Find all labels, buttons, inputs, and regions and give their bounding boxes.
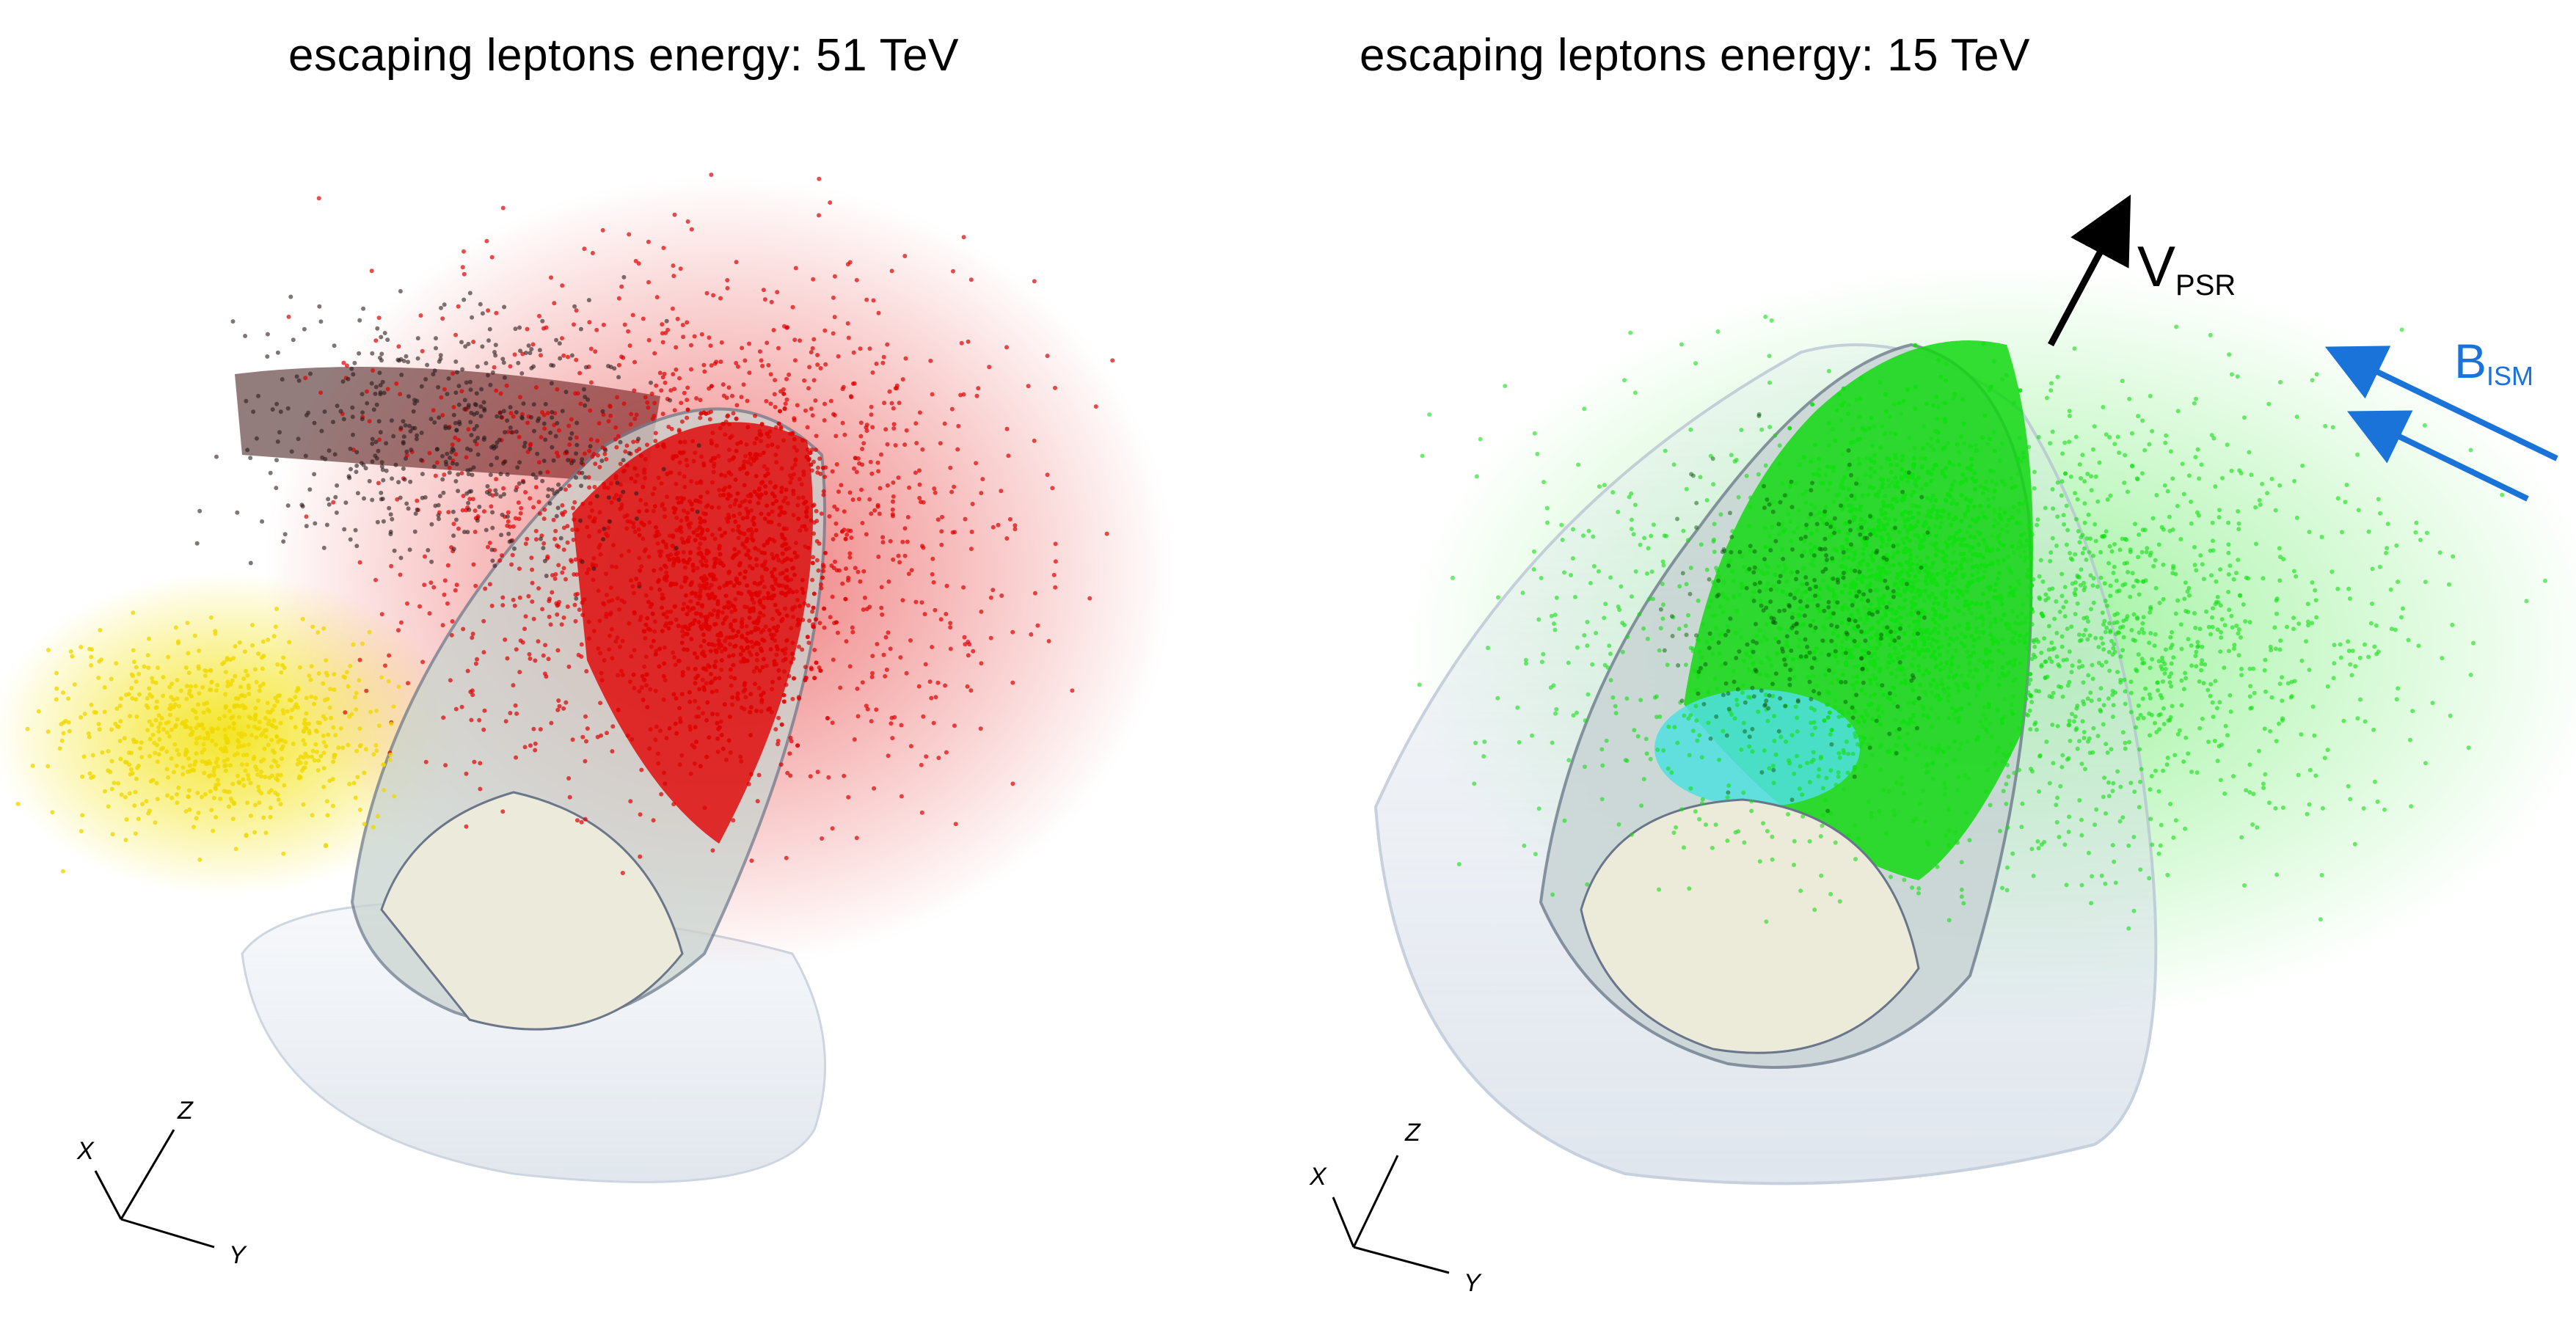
axis-label-y-left: Y	[229, 1241, 247, 1269]
field-arrow-upper	[2324, 346, 2558, 461]
panel-left: escaping leptons energy: 51 TeV	[0, 0, 1277, 1319]
velocity-label-sub: PSR	[2175, 269, 2236, 302]
field-arrow-lower	[2347, 410, 2529, 502]
panel-title-left: escaping leptons energy: 51 TeV	[288, 30, 959, 81]
scene-right: VPSR BISM X Z Y	[1309, 194, 2576, 1297]
velocity-label-main: V	[2137, 234, 2175, 299]
field-label-main: B	[2454, 334, 2486, 388]
particle-scatter-right	[1417, 314, 2547, 931]
axis-label-z-right: Z	[1404, 1119, 1421, 1147]
axis-label-x-right: X	[1309, 1163, 1327, 1191]
panel-right: escaping leptons energy: 15 TeV	[1288, 0, 2576, 1319]
velocity-label: VPSR	[2137, 234, 2236, 302]
scene-left: X Z Y	[0, 172, 1174, 1269]
panel-title-right: escaping leptons energy: 15 TeV	[1360, 30, 2030, 81]
axis-triad-right	[1332, 1155, 1450, 1274]
velocity-arrow	[2048, 194, 2131, 347]
axis-label-z-left: Z	[177, 1097, 194, 1125]
axis-label-x-left: X	[76, 1137, 95, 1165]
field-label: BISM	[2454, 334, 2533, 391]
cyan-region	[1654, 690, 1860, 807]
tail-base-left	[380, 791, 684, 1031]
axis-label-y-right: Y	[1464, 1269, 1482, 1297]
axis-triad-left	[94, 1129, 215, 1249]
tail-base-right	[1580, 798, 1920, 1054]
field-label-sub: ISM	[2486, 361, 2533, 391]
particle-scatter-left	[15, 172, 1115, 875]
